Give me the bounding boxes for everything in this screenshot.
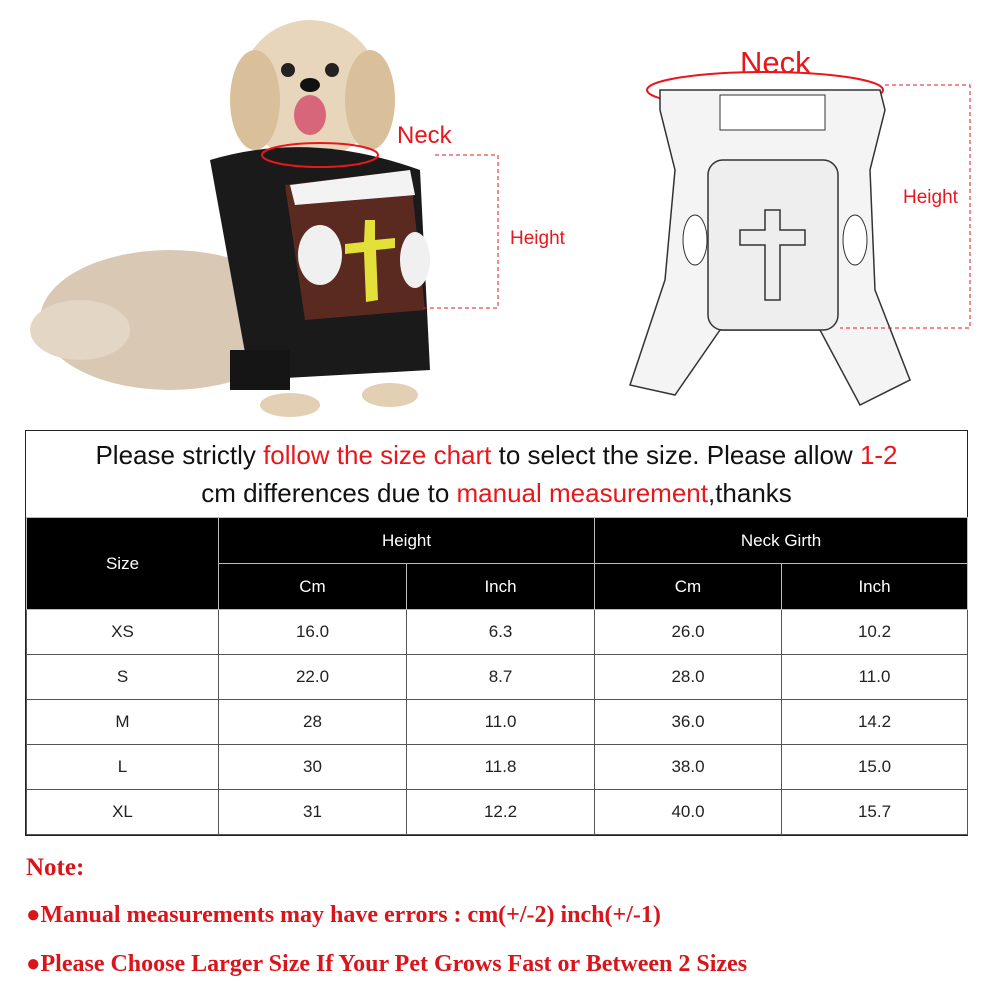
- subheader-inch: Inch: [405, 563, 596, 610]
- banner-highlight: manual measurement: [456, 478, 708, 508]
- value-cell: 22.0: [218, 654, 407, 700]
- note-item: ●Manual measurements may have errors : c…: [26, 902, 661, 928]
- size-chart: Please strictly follow the size chart to…: [25, 430, 969, 836]
- size-cell: XS: [26, 609, 219, 655]
- costume-sketch: [629, 71, 971, 406]
- size-cell: S: [26, 654, 219, 700]
- subheader-cm: Cm: [218, 563, 407, 610]
- value-cell: 36.0: [594, 699, 783, 745]
- size-cell: M: [26, 699, 219, 745]
- value-cell: 28: [218, 699, 407, 745]
- banner-highlight: 1-2: [859, 440, 898, 470]
- header-height: Height: [217, 517, 596, 564]
- value-cell: 16.0: [218, 609, 407, 655]
- dog-height-label: Height: [510, 228, 565, 249]
- value-cell: 12.2: [405, 789, 596, 835]
- value-cell: 40.0: [594, 789, 783, 835]
- banner-text: ,thanks: [707, 478, 792, 508]
- size-instruction-banner: Please strictly follow the size chart to…: [26, 431, 967, 517]
- value-cell: 8.7: [405, 654, 596, 700]
- table-row: L 30 11.8 38.0 15.0: [26, 744, 969, 790]
- header-size: Size: [26, 517, 219, 610]
- banner-highlight: follow the size chart: [263, 440, 492, 470]
- size-cell: L: [26, 744, 219, 790]
- dog-photo: [30, 20, 499, 417]
- value-cell: 31: [218, 789, 407, 835]
- dog-neck-label: Neck: [397, 122, 452, 149]
- value-cell: 10.2: [781, 609, 969, 655]
- note-title: Note:: [26, 854, 85, 881]
- value-cell: 15.0: [781, 744, 969, 790]
- sketch-neck-label: Neck: [740, 45, 811, 80]
- table-row: XS 16.0 6.3 26.0 10.2: [26, 609, 969, 655]
- banner-text: cm differences due to: [201, 478, 457, 508]
- value-cell: 26.0: [594, 609, 783, 655]
- banner-text: to select the size. Please allow: [491, 440, 860, 470]
- sketch-height-label: Height: [903, 187, 958, 208]
- subheader-inch: Inch: [781, 563, 969, 610]
- value-cell: 14.2: [781, 699, 969, 745]
- value-cell: 38.0: [594, 744, 783, 790]
- table-row: XL 31 12.2 40.0 15.7: [26, 789, 969, 835]
- table-row: S 22.0 8.7 28.0 11.0: [26, 654, 969, 700]
- value-cell: 11.8: [405, 744, 596, 790]
- value-cell: 6.3: [405, 609, 596, 655]
- size-table: Size Height Neck Girth Cm Inch Cm Inch X…: [26, 517, 969, 835]
- value-cell: 11.0: [405, 699, 596, 745]
- subheader-cm: Cm: [594, 563, 783, 610]
- table-row: M 28 11.0 36.0 14.2: [26, 699, 969, 745]
- header-neck-girth: Neck Girth: [594, 517, 969, 564]
- size-cell: XL: [26, 789, 219, 835]
- banner-text: Please strictly: [95, 440, 264, 470]
- note-item: ●Please Choose Larger Size If Your Pet G…: [26, 951, 748, 977]
- value-cell: 15.7: [781, 789, 969, 835]
- value-cell: 30: [218, 744, 407, 790]
- value-cell: 28.0: [594, 654, 783, 700]
- value-cell: 11.0: [781, 654, 969, 700]
